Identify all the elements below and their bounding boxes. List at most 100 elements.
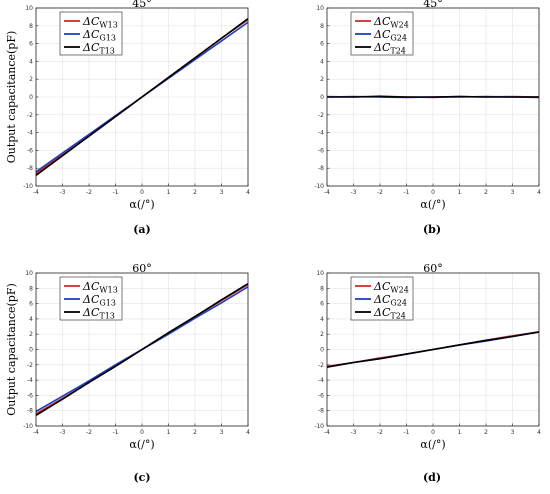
y-tick-label: -4 (318, 130, 324, 137)
legend-label: ΔCW24 (373, 15, 409, 30)
legend-label-main: ΔC (82, 293, 100, 306)
x-tick-label: 3 (511, 189, 515, 196)
y-tick-label: -8 (27, 408, 33, 415)
legend-label-main: ΔC (82, 280, 100, 293)
x-tick-label: -2 (86, 429, 92, 436)
y-tick-label: -2 (27, 362, 33, 369)
legend-label: ΔCG13 (82, 28, 116, 43)
y-tick-label: -8 (318, 408, 324, 415)
x-tick-label: 1 (458, 189, 462, 196)
legend-label-sub: W24 (390, 286, 408, 295)
legend-label: ΔCT24 (373, 306, 406, 321)
y-tick-label: -4 (27, 377, 33, 384)
legend-label-sub: T13 (99, 312, 115, 321)
y-tick-label: 8 (29, 285, 33, 292)
y-tick-label: -6 (27, 147, 33, 154)
panel-caption: (c) (133, 471, 150, 484)
y-tick-label: -4 (27, 130, 33, 137)
y-tick-label: -4 (318, 377, 324, 384)
y-tick-label: -10 (314, 183, 324, 190)
x-axis-label: α(/°) (129, 438, 154, 451)
y-tick-label: 8 (29, 23, 33, 30)
legend-label-sub: G13 (99, 34, 116, 43)
y-tick-label: -10 (314, 423, 324, 430)
x-tick-label: -1 (113, 189, 119, 196)
x-tick-label: 1 (167, 189, 171, 196)
y-tick-label: 0 (29, 94, 33, 101)
legend-label: ΔCT24 (373, 41, 406, 56)
y-tick-label: 10 (25, 270, 33, 277)
x-tick-label: -4 (33, 429, 39, 436)
x-tick-label: 1 (167, 429, 171, 436)
x-tick-label: 2 (484, 429, 488, 436)
y-tick-label: 0 (320, 94, 324, 101)
y-tick-label: 10 (316, 270, 324, 277)
y-tick-label: 6 (29, 301, 33, 308)
y-tick-label: -2 (318, 112, 324, 119)
y-tick-label: 10 (25, 5, 33, 12)
chart-title: 45° (423, 0, 443, 10)
y-tick-label: 4 (29, 316, 33, 323)
legend-label-sub: W13 (99, 21, 117, 30)
legend-label: ΔCW13 (82, 15, 118, 30)
y-tick-label: 0 (320, 347, 324, 354)
x-tick-label: -2 (377, 189, 383, 196)
x-tick-label: 0 (431, 429, 435, 436)
x-tick-label: -3 (351, 189, 357, 196)
y-tick-label: 6 (29, 41, 33, 48)
y-tick-label: 4 (320, 316, 324, 323)
y-tick-label: 4 (320, 58, 324, 65)
y-tick-label: -6 (318, 392, 324, 399)
y-tick-label: 8 (320, 23, 324, 30)
y-axis-label: Output capacitance(pF) (5, 31, 18, 164)
x-tick-label: -3 (60, 429, 66, 436)
series-line-t24 (326, 331, 540, 368)
legend-label-sub: W13 (99, 286, 117, 295)
x-tick-label: -1 (404, 429, 410, 436)
x-tick-label: 2 (193, 429, 197, 436)
panel-caption: (a) (133, 223, 151, 236)
legend-label-sub: G13 (99, 299, 116, 308)
panel-caption: (b) (423, 223, 441, 236)
legend-label: ΔCT13 (82, 306, 115, 321)
y-axis-label: Output capacitance(pF) (5, 283, 18, 416)
x-tick-label: -2 (86, 189, 92, 196)
x-axis-label: α(/°) (420, 438, 445, 451)
y-tick-label: 2 (29, 76, 33, 83)
x-tick-label: 0 (140, 189, 144, 196)
legend-label: ΔCW13 (82, 280, 118, 295)
legend-label-sub: W24 (390, 21, 408, 30)
y-tick-label: -2 (318, 362, 324, 369)
y-tick-label: -10 (23, 423, 33, 430)
x-axis-label: α(/°) (129, 198, 154, 211)
chart-title: 45° (132, 0, 152, 10)
legend-label-sub: T24 (390, 47, 406, 56)
x-tick-label: 4 (246, 429, 250, 436)
x-tick-label: 3 (220, 189, 224, 196)
x-tick-label: 1 (458, 429, 462, 436)
x-tick-label: 4 (537, 189, 541, 196)
x-tick-label: -3 (351, 429, 357, 436)
x-tick-label: 0 (431, 189, 435, 196)
legend-label-main: ΔC (373, 15, 391, 28)
legend-label: ΔCW24 (373, 280, 409, 295)
x-tick-label: -1 (404, 189, 410, 196)
chart-title: 60° (423, 262, 443, 275)
y-tick-label: 2 (320, 76, 324, 83)
legend-label: ΔCG24 (373, 293, 407, 308)
legend-label-main: ΔC (373, 41, 391, 54)
legend-label: ΔCG13 (82, 293, 116, 308)
legend-label-sub: G24 (390, 34, 407, 43)
y-tick-label: -8 (27, 165, 33, 172)
x-tick-label: 4 (246, 189, 250, 196)
x-tick-label: -4 (324, 429, 330, 436)
y-tick-label: 0 (29, 347, 33, 354)
legend-label-main: ΔC (373, 28, 391, 41)
x-tick-label: -1 (113, 429, 119, 436)
y-tick-label: -2 (27, 112, 33, 119)
